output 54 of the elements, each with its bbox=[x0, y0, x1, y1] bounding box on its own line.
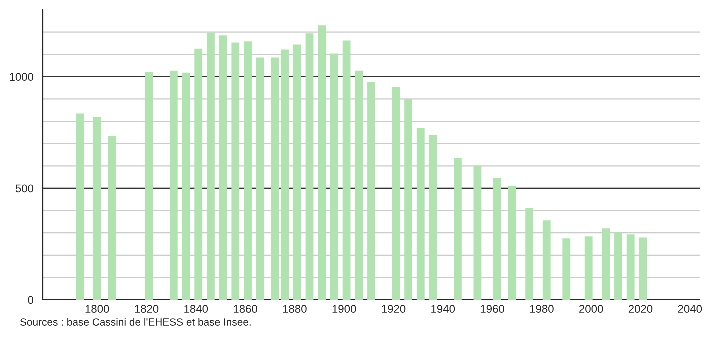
bar bbox=[639, 238, 648, 300]
bar bbox=[614, 232, 622, 300]
y-tick-label: 0 bbox=[28, 296, 34, 304]
bar bbox=[93, 117, 102, 300]
bar bbox=[108, 136, 116, 300]
bar bbox=[392, 86, 400, 300]
bar bbox=[542, 220, 551, 300]
bar bbox=[526, 208, 534, 300]
bar bbox=[318, 26, 326, 300]
bar bbox=[293, 44, 302, 300]
x-tick-label: 1980 bbox=[530, 305, 554, 314]
x-tick-label: 1960 bbox=[481, 305, 504, 314]
bar bbox=[474, 166, 482, 300]
bar bbox=[330, 54, 338, 300]
bar bbox=[368, 82, 376, 300]
bar bbox=[342, 40, 351, 300]
bar bbox=[404, 99, 412, 300]
bar bbox=[145, 72, 154, 300]
bar bbox=[281, 50, 290, 300]
x-tick-label: 1800 bbox=[86, 305, 110, 314]
bar bbox=[626, 234, 635, 300]
x-tick-label: 1880 bbox=[283, 305, 307, 314]
x-tick-label: 2040 bbox=[678, 305, 702, 314]
x-tick-label: 1900 bbox=[332, 305, 356, 314]
bar bbox=[194, 48, 203, 300]
bar bbox=[494, 178, 502, 300]
bar bbox=[508, 186, 516, 300]
bar bbox=[271, 58, 280, 300]
bar bbox=[355, 70, 364, 300]
y-tick-label: 1000 bbox=[10, 73, 34, 82]
x-tick-label: 1920 bbox=[382, 305, 406, 314]
bar bbox=[602, 228, 610, 300]
x-tick-label: 2000 bbox=[580, 305, 604, 314]
bar bbox=[244, 42, 252, 300]
x-tick-label: 1820 bbox=[135, 305, 159, 314]
y-tick-label: 500 bbox=[16, 184, 34, 193]
bar bbox=[170, 70, 178, 300]
source-note: Sources : base Cassini de l'EHESS et base Insee. bbox=[20, 318, 251, 326]
x-tick-label: 1840 bbox=[184, 305, 208, 314]
bar bbox=[306, 34, 314, 300]
bar bbox=[207, 32, 215, 300]
x-tick-label: 1860 bbox=[234, 305, 258, 314]
bar bbox=[256, 58, 264, 300]
bar bbox=[584, 236, 593, 300]
bar bbox=[562, 238, 571, 300]
x-tick-label: 1940 bbox=[432, 305, 456, 314]
bar bbox=[182, 72, 190, 300]
bar bbox=[416, 128, 425, 300]
bar bbox=[232, 42, 240, 300]
bar bbox=[454, 158, 462, 300]
x-tick-label: 2020 bbox=[628, 305, 653, 314]
bar bbox=[429, 135, 438, 300]
bar bbox=[76, 114, 84, 300]
bar bbox=[219, 36, 228, 300]
